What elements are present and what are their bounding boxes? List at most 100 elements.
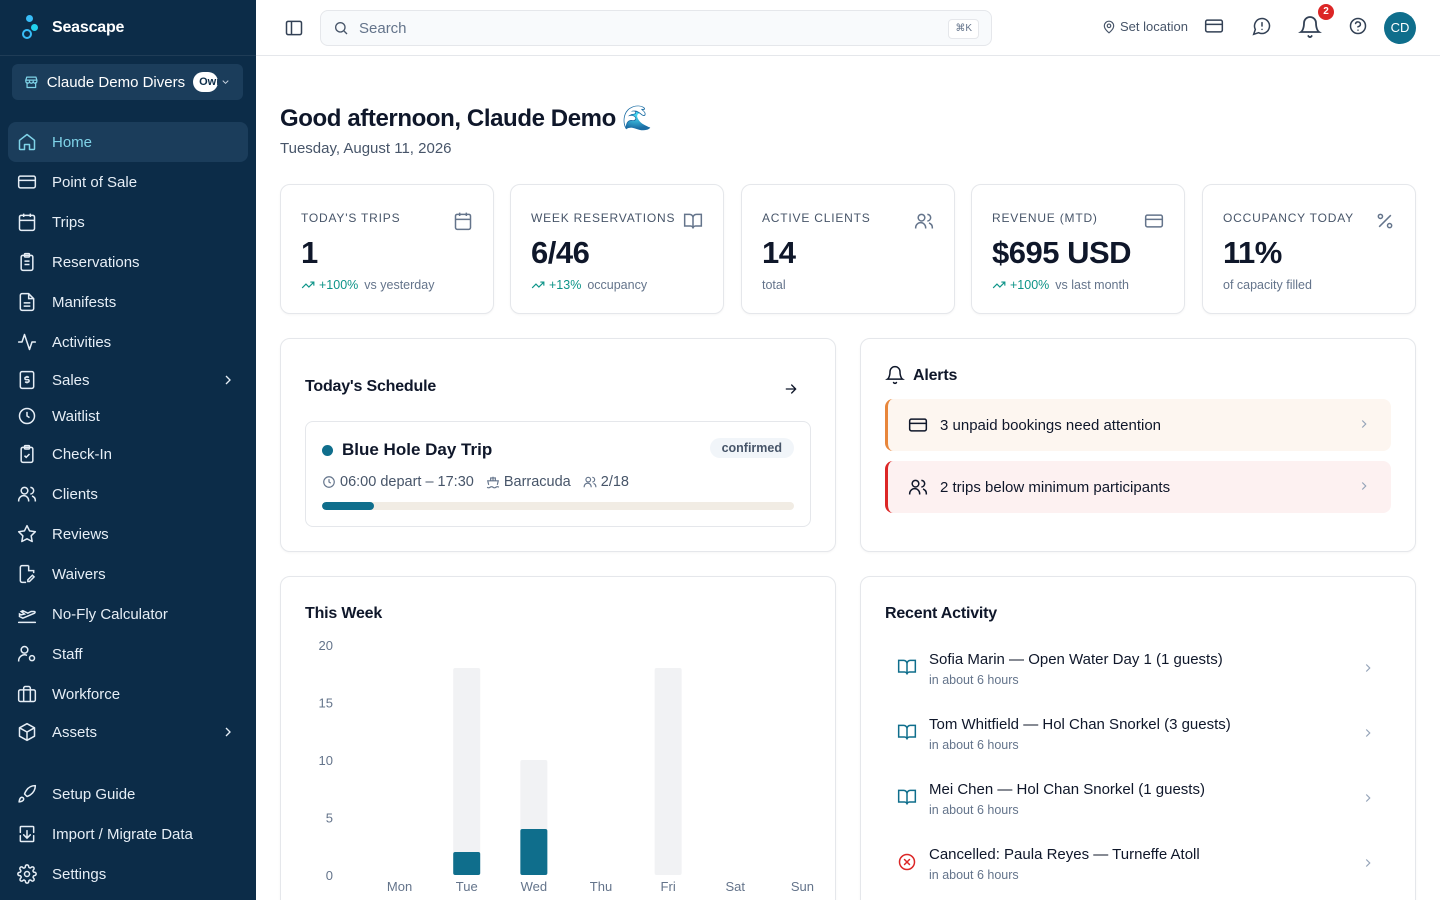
sidebar-item-waivers[interactable]: Waivers: [8, 554, 248, 594]
stat-card-active-clients[interactable]: ACTIVE CLIENTS 14 total: [741, 184, 955, 314]
sidebar-item-no-fly-calculator[interactable]: No-Fly Calculator: [8, 594, 248, 634]
role-badge: Owner: [193, 72, 218, 92]
stat-label: TODAY'S TRIPS: [301, 211, 401, 225]
sidebar-item-setup-guide[interactable]: Setup Guide: [8, 774, 248, 814]
sidebar-item-label: Point of Sale: [52, 173, 138, 191]
sidebar-item-reviews[interactable]: Reviews: [8, 514, 248, 554]
alert-text: 3 unpaid bookings need attention: [940, 416, 1162, 434]
trip-card[interactable]: Blue Hole Day Trip confirmed 06:00 depar…: [305, 421, 811, 527]
chevron-right-icon: [1365, 729, 1371, 737]
clock-icon: [16, 405, 38, 427]
seascape-logo-icon: [20, 14, 42, 41]
credit-card-icon[interactable]: [1204, 16, 1224, 36]
stat-card-revenue[interactable]: REVENUE (MTD) $695 USD +100% vs last mon…: [971, 184, 1185, 314]
book-open-icon: [897, 789, 917, 805]
sidebar-toggle-icon[interactable]: [284, 18, 304, 38]
boat-icon: [486, 476, 500, 489]
sidebar-item-label: Assets: [52, 723, 98, 741]
x-circle-icon: [898, 853, 916, 871]
users-icon: [914, 213, 934, 229]
sidebar-item-label: Staff: [52, 645, 83, 663]
trip-name: Blue Hole Day Trip: [342, 440, 493, 459]
alert-text: 2 trips below minimum participants: [940, 478, 1171, 496]
stat-card-todays-trips[interactable]: TODAY'S TRIPS 1 +100% vs yesterday: [280, 184, 494, 314]
trending-up-icon: [301, 281, 315, 289]
arrow-right-icon[interactable]: [783, 381, 799, 397]
bar-booked[interactable]: [520, 829, 548, 875]
activity-time: in about 6 hours: [929, 673, 1019, 687]
sidebar-item-import-migrate-data[interactable]: Import / Migrate Data: [8, 814, 248, 854]
sidebar-item-manifests[interactable]: Manifests: [8, 282, 248, 322]
document-icon: [16, 291, 38, 313]
sidebar-item-trips[interactable]: Trips: [8, 202, 248, 242]
activity-item[interactable]: Tom Whitfield — Hol Chan Snorkel (3 gues…: [885, 710, 1391, 766]
sidebar-item-waitlist[interactable]: Waitlist: [8, 398, 248, 434]
bar-capacity[interactable]: [654, 668, 682, 875]
stat-trend: +100%: [1010, 278, 1050, 292]
brand-name: Seascape: [52, 18, 125, 36]
alert-unpaid-bookings[interactable]: 3 unpaid bookings need attention: [885, 399, 1391, 451]
stat-sub: total: [762, 278, 786, 292]
percent-icon: [1377, 213, 1393, 229]
sidebar-item-reservations[interactable]: Reservations: [8, 242, 248, 282]
stat-label: REVENUE (MTD): [992, 211, 1098, 225]
box-icon: [16, 721, 38, 743]
sidebar-item-settings[interactable]: Settings: [8, 854, 248, 894]
sidebar-item-activities[interactable]: Activities: [8, 322, 248, 362]
x-tick-label: Tue: [456, 879, 478, 894]
x-tick-label: Sat: [726, 879, 746, 894]
sidebar-item-label: Manifests: [52, 293, 117, 311]
set-location-button[interactable]: Set location: [1102, 19, 1188, 34]
sidebar-item-label: Reviews: [52, 525, 109, 543]
chevron-right-icon: [1365, 859, 1371, 867]
home-icon: [16, 131, 38, 153]
organization-switcher[interactable]: Claude Demo Divers Owner: [12, 64, 243, 100]
search-input[interactable]: Search ⌘K: [320, 10, 992, 46]
stat-card-occupancy[interactable]: OCCUPANCY TODAY 11% of capacity filled: [1202, 184, 1416, 314]
x-tick-label: Thu: [590, 879, 612, 894]
activity-time: in about 6 hours: [929, 738, 1019, 752]
activity-item[interactable]: Mei Chen — Hol Chan Snorkel (1 guests) i…: [885, 775, 1391, 831]
bell-icon[interactable]: [1298, 15, 1322, 39]
bar-capacity[interactable]: [453, 668, 481, 875]
sidebar-item-clients[interactable]: Clients: [8, 474, 248, 514]
activity-icon: [16, 331, 38, 353]
avatar[interactable]: CD: [1384, 12, 1416, 44]
sidebar-item-assets[interactable]: Assets: [8, 714, 248, 750]
brand[interactable]: Seascape: [0, 0, 256, 56]
sidebar-item-label: Home: [52, 133, 93, 151]
card-title: Today's Schedule: [305, 378, 437, 395]
sidebar-item-label: Settings: [52, 865, 107, 883]
stat-card-week-reservations[interactable]: WEEK RESERVATIONS 6/46 +13% occupancy: [510, 184, 724, 314]
message-alert-icon[interactable]: [1252, 16, 1272, 36]
book-open-icon: [897, 659, 917, 675]
stat-value: $695 USD: [992, 235, 1132, 270]
briefcase-icon: [16, 683, 38, 705]
sidebar-item-sales[interactable]: Sales: [8, 362, 248, 398]
trip-capacity-fill: [322, 502, 375, 510]
stat-sub: of capacity filled: [1223, 278, 1312, 292]
book-open-icon: [897, 724, 917, 740]
credit-card-icon: [1144, 214, 1164, 228]
sidebar-item-point-of-sale[interactable]: Point of Sale: [8, 162, 248, 202]
help-icon[interactable]: [1348, 16, 1368, 36]
sidebar-item-workforce[interactable]: Workforce: [8, 674, 248, 714]
sidebar-item-staff[interactable]: Staff: [8, 634, 248, 674]
alert-trips-below-minimum[interactable]: 2 trips below minimum participants: [885, 461, 1391, 513]
trip-time: 06:00 depart – 17:30: [340, 474, 474, 490]
stat-trend: +100%: [319, 278, 359, 292]
sidebar-item-home[interactable]: Home: [8, 122, 248, 162]
card-title: Alerts: [913, 367, 958, 384]
y-tick-label: 5: [326, 811, 333, 826]
page-title: Good afternoon, Claude Demo 🌊: [280, 105, 652, 132]
activity-item[interactable]: Cancelled: Paula Reyes — Turneffe Atoll …: [885, 840, 1391, 896]
credit-card-icon: [16, 171, 38, 193]
stat-label: ACTIVE CLIENTS: [762, 211, 871, 225]
trip-capacity: 2/18: [600, 474, 629, 490]
sidebar-item-check-in[interactable]: Check-In: [8, 434, 248, 474]
bar-booked[interactable]: [453, 852, 481, 875]
gear-icon: [16, 863, 38, 885]
file-edit-icon: [16, 563, 38, 585]
activity-item[interactable]: Sofia Marin — Open Water Day 1 (1 guests…: [885, 645, 1391, 701]
activity-time: in about 6 hours: [929, 868, 1019, 882]
